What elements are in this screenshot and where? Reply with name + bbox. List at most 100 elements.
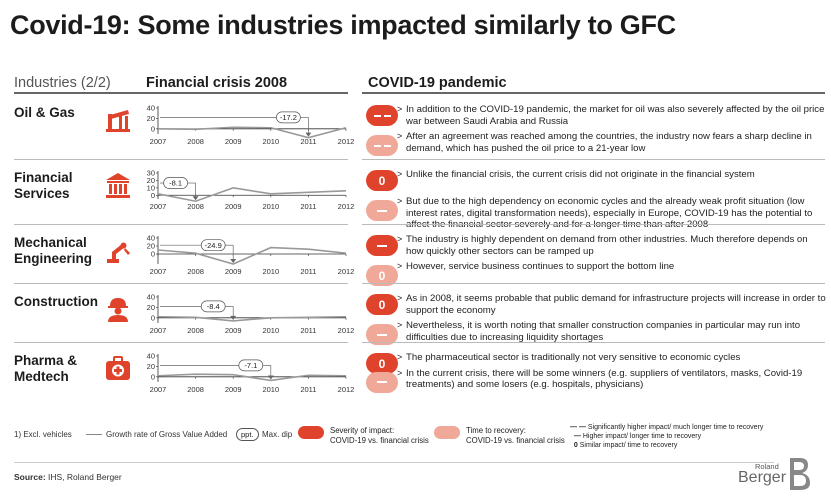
x-tick-label: 2010 [262,326,279,335]
row-divider-left [14,342,348,343]
y-tick-label: 0 [151,124,155,133]
row-divider-right [362,342,825,343]
chevron-right-icon: > [397,169,403,179]
growth-line-sample [86,434,102,435]
legend-symbol-significant-text: Significantly higher impact/ much longer… [587,424,764,431]
row-divider-right [362,283,825,284]
y-tick-label: 20 [147,114,155,123]
severity-pill: 0 [366,170,398,191]
bullet-text: Unlike the financial crisis, the current… [406,169,755,180]
x-tick-label: 2012 [338,385,355,394]
bullet-text: After an agreement was reached among the… [406,131,812,154]
x-tick-label: 2008 [187,326,204,335]
row-divider-right [362,224,825,225]
industry-name: Oil & Gas [14,105,75,120]
oil-pump-icon [104,106,132,134]
y-tick-label: 10 [147,183,155,192]
pill-value: 0 [378,356,386,371]
growth-rate-line [157,126,347,139]
x-tick-label: 2009 [225,267,242,276]
pill-value: 0 [378,268,386,283]
header-divider-left [14,92,348,94]
legend-symbol-higher-mark: — [573,433,581,440]
y-tick-label: 0 [151,250,155,259]
y-tick-label: 0 [151,313,155,322]
industries-header: Industries (2/2) [14,75,111,91]
x-tick-label: 2011 [300,267,316,276]
dip-arrowhead [230,315,237,320]
x-tick-label: 2010 [262,137,279,146]
x-tick-label: 2007 [150,202,167,211]
row-divider-left [14,159,348,160]
y-tick-label: 20 [147,176,155,185]
dip-arrowhead [267,375,274,380]
impact-bullet: > The pharmaceutical sector is traditiona… [397,352,826,364]
x-tick-label: 2008 [187,137,204,146]
x-tick-label: 2007 [150,137,167,146]
source-note: Source: IHS, Roland Berger [14,472,122,482]
construction-worker-icon [104,295,132,323]
x-tick-label: 2008 [187,267,204,276]
bullet-text: As in 2008, it seems probable that publi… [406,293,826,316]
row-divider-left [14,283,348,284]
impact-bullet: > Unlike the financial crisis, the curren… [397,169,826,181]
legend-symbol-significant: — — Significantly higher impact/ much lo… [570,424,763,433]
financial-crisis-header: Financial crisis 2008 [146,75,288,91]
chevron-right-icon: > [397,293,403,303]
dip-badge [200,300,226,313]
x-tick-label: 2010 [262,385,279,394]
growth-legend-label: Growth rate of Gross Value Added [106,430,228,439]
severity-pill [366,235,398,256]
severity-legend-pill [298,426,324,439]
legend-symbol-similar-text: Similar impact/ time to recovery [579,442,678,449]
robot-arm-icon [104,236,132,264]
y-tick-label: 20 [147,362,155,371]
x-tick-label: 2009 [225,137,242,146]
legend-symbol-higher: — Higher impact/ longer time to recovery [570,433,701,442]
chevron-right-icon: > [397,367,403,378]
growth-rate-line [157,246,347,265]
bullet-text: In addition to the COVID-19 pandemic, th… [406,104,825,127]
footnote: 1) Excl. vehicles [14,430,72,439]
severity-legend-title: Severity of impact: [330,426,395,435]
x-tick-label: 2011 [300,385,316,394]
x-tick-label: 2012 [338,326,355,335]
x-tick-label: 2008 [187,385,204,394]
max-dip-value: -8.1 [169,179,182,188]
max-dip-value: -17.2 [280,113,297,122]
x-tick-label: 2012 [338,137,355,146]
severity-pill [366,105,398,126]
recovery-legend-title: Time to recovery: [466,426,526,435]
page-title: Covid-19: Some industries impacted simil… [10,10,676,40]
y-tick-label: 40 [147,234,155,243]
x-tick-label: 2007 [150,385,167,394]
x-tick-label: 2010 [262,267,279,276]
x-tick-label: 2007 [150,267,167,276]
row-divider-right [362,159,825,160]
covid-header: COVID-19 pandemic [368,75,507,91]
recovery-pill [366,135,398,156]
impact-bullet: > In addition to the COVID-19 pandemic, t… [397,104,826,127]
bank-icon [104,171,132,199]
recovery-pill [366,371,398,393]
recovery-pill: 0 [366,265,398,286]
industry-name: Pharma & Medtech [14,353,78,384]
x-tick-label: 2012 [338,202,355,211]
impact-bullet: > But due to the high dependency on econo… [397,196,826,231]
x-tick-label: 2009 [225,326,242,335]
bottom-divider [14,462,774,463]
source-text: IHS, Roland Berger [48,472,122,482]
impact-bullet: > After an agreement was reached among th… [397,131,826,154]
dip-badge [163,177,188,189]
x-tick-label: 2008 [187,202,204,211]
recovery-pill [366,200,398,221]
legend-symbol-similar: 0 Similar impact/ time to recovery [570,442,678,451]
medical-kit-icon [104,354,132,382]
dip-arrowhead [305,132,312,137]
industry-name: Financial Services [14,170,73,201]
logo-berger: Berger [738,469,787,486]
